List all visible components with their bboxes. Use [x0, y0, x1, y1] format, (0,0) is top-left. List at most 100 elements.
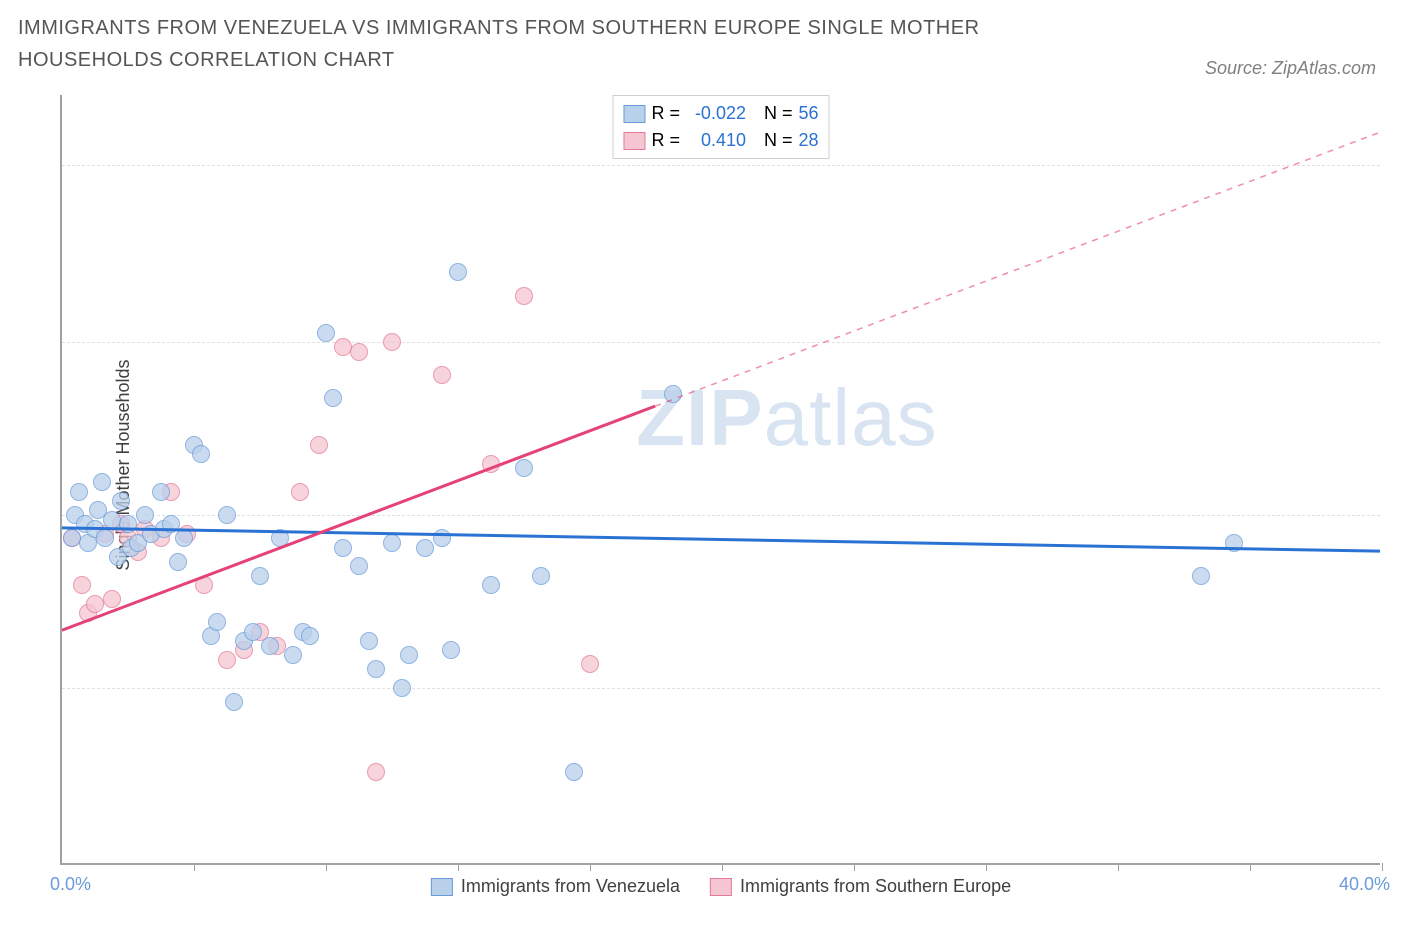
data-point-venezuela: [112, 492, 130, 510]
legend-stats-row: R = -0.022 N = 56: [623, 100, 818, 127]
x-min-label: 0.0%: [50, 874, 91, 895]
data-point-venezuela: [442, 641, 460, 659]
data-point-seurope: [86, 595, 104, 613]
watermark-bold: ZIP: [636, 373, 763, 462]
data-point-venezuela: [175, 529, 193, 547]
n-value-venezuela: 56: [799, 100, 819, 127]
data-point-venezuela: [244, 623, 262, 641]
data-point-venezuela: [284, 646, 302, 664]
watermark-rest: atlas: [764, 373, 938, 462]
n-value-seurope: 28: [799, 127, 819, 154]
data-point-venezuela: [400, 646, 418, 664]
legend-item-venezuela: Immigrants from Venezuela: [431, 876, 680, 897]
gridline: [62, 515, 1380, 516]
legend-stats-row: R = 0.410 N = 28: [623, 127, 818, 154]
data-point-seurope: [73, 576, 91, 594]
data-point-venezuela: [449, 263, 467, 281]
data-point-venezuela: [433, 529, 451, 547]
swatch-seurope: [623, 132, 645, 150]
data-point-venezuela: [208, 613, 226, 631]
data-point-seurope: [482, 455, 500, 473]
data-point-seurope: [433, 366, 451, 384]
r-value-venezuela: -0.022: [686, 100, 746, 127]
data-point-venezuela: [169, 553, 187, 571]
data-point-venezuela: [119, 515, 137, 533]
data-point-venezuela: [103, 511, 121, 529]
data-point-venezuela: [261, 637, 279, 655]
x-tick: [986, 863, 987, 871]
data-point-venezuela: [515, 459, 533, 477]
x-tick: [1382, 863, 1383, 871]
watermark: ZIPatlas: [636, 372, 937, 464]
x-tick: [458, 863, 459, 871]
data-point-venezuela: [225, 693, 243, 711]
data-point-seurope: [367, 763, 385, 781]
trendline-seurope-extrapolated: [655, 132, 1380, 406]
data-point-venezuela: [93, 473, 111, 491]
data-point-seurope: [581, 655, 599, 673]
data-point-venezuela: [416, 539, 434, 557]
data-point-venezuela: [532, 567, 550, 585]
data-point-venezuela: [1225, 534, 1243, 552]
data-point-venezuela: [192, 445, 210, 463]
data-point-venezuela: [218, 506, 236, 524]
n-label: N =: [764, 127, 793, 154]
x-tick: [1250, 863, 1251, 871]
source-attribution: Source: ZipAtlas.com: [1205, 58, 1376, 79]
gridline: [62, 688, 1380, 689]
data-point-venezuela: [70, 483, 88, 501]
data-point-venezuela: [393, 679, 411, 697]
data-point-venezuela: [317, 324, 335, 342]
data-point-seurope: [383, 333, 401, 351]
data-point-venezuela: [1192, 567, 1210, 585]
data-point-seurope: [310, 436, 328, 454]
swatch-venezuela: [623, 105, 645, 123]
trend-lines: [62, 95, 1380, 863]
chart-plot-area: ZIPatlas R = -0.022 N = 56 R = 0.410 N =…: [60, 95, 1380, 865]
data-point-seurope: [350, 343, 368, 361]
data-point-venezuela: [96, 529, 114, 547]
data-point-seurope: [334, 338, 352, 356]
data-point-venezuela: [324, 389, 342, 407]
x-tick: [722, 863, 723, 871]
legend-series: Immigrants from Venezuela Immigrants fro…: [431, 876, 1011, 897]
legend-item-seurope: Immigrants from Southern Europe: [710, 876, 1011, 897]
data-point-seurope: [103, 590, 121, 608]
data-point-venezuela: [334, 539, 352, 557]
r-label: R =: [651, 127, 680, 154]
data-point-venezuela: [367, 660, 385, 678]
data-point-seurope: [291, 483, 309, 501]
data-point-venezuela: [565, 763, 583, 781]
gridline: [62, 342, 1380, 343]
data-point-venezuela: [251, 567, 269, 585]
x-tick: [590, 863, 591, 871]
legend-label-seurope: Immigrants from Southern Europe: [740, 876, 1011, 897]
gridline: [62, 165, 1380, 166]
trendline-venezuela: [62, 528, 1380, 551]
x-tick: [326, 863, 327, 871]
data-point-venezuela: [271, 529, 289, 547]
data-point-venezuela: [152, 483, 170, 501]
n-label: N =: [764, 100, 793, 127]
x-tick: [854, 863, 855, 871]
r-value-seurope: 0.410: [686, 127, 746, 154]
data-point-venezuela: [383, 534, 401, 552]
x-tick: [1118, 863, 1119, 871]
data-point-venezuela: [136, 506, 154, 524]
data-point-seurope: [218, 651, 236, 669]
x-tick: [194, 863, 195, 871]
data-point-venezuela: [63, 529, 81, 547]
data-point-venezuela: [350, 557, 368, 575]
swatch-seurope: [710, 878, 732, 896]
data-point-venezuela: [301, 627, 319, 645]
data-point-venezuela: [664, 385, 682, 403]
r-label: R =: [651, 100, 680, 127]
legend-stats: R = -0.022 N = 56 R = 0.410 N = 28: [612, 95, 829, 159]
data-point-venezuela: [482, 576, 500, 594]
legend-label-venezuela: Immigrants from Venezuela: [461, 876, 680, 897]
chart-title: IMMIGRANTS FROM VENEZUELA VS IMMIGRANTS …: [18, 12, 1118, 76]
data-point-seurope: [195, 576, 213, 594]
x-max-label: 40.0%: [1339, 874, 1390, 895]
swatch-venezuela: [431, 878, 453, 896]
data-point-venezuela: [360, 632, 378, 650]
